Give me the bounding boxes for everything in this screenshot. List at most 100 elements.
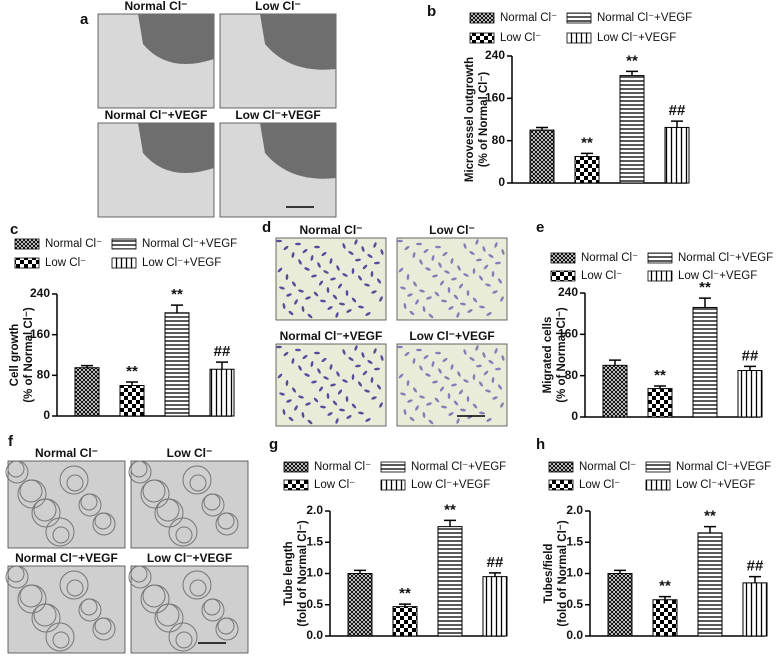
tube-ring [52, 526, 70, 544]
cell [498, 384, 502, 390]
tube-ring [175, 526, 193, 544]
cell [365, 418, 371, 422]
y-tick-label: 0 [43, 408, 50, 422]
tube-ring [17, 584, 47, 614]
cell [370, 271, 374, 277]
cell [450, 364, 454, 370]
tube-ring [66, 474, 84, 492]
legend-label: Normal Cl⁻ [581, 252, 638, 264]
cell [403, 409, 407, 415]
cell [425, 373, 431, 377]
significance-mark: ** [626, 52, 638, 69]
panel-letter: c [10, 221, 18, 238]
cell [403, 303, 407, 309]
cell [320, 299, 326, 303]
cell [311, 380, 317, 384]
legend-swatch [647, 270, 673, 282]
y-tick-label: 1.5 [566, 534, 583, 548]
panel-letter: a [80, 11, 89, 28]
bar-chart: Normal Cl⁻ Low Cl⁻ Normal Cl⁻+VEGF Low Cl⁻+… [542, 252, 773, 423]
cell [348, 357, 354, 361]
cell [442, 357, 448, 363]
legend-label: Low Cl⁻ [500, 32, 541, 44]
y-tick-label: 160 [485, 91, 505, 105]
legend-label: Normal Cl⁻ [579, 461, 636, 473]
cell [456, 418, 460, 424]
cell [279, 392, 285, 396]
cell [434, 397, 440, 403]
cell [412, 358, 416, 364]
cell [361, 352, 365, 358]
bar [664, 126, 690, 184]
cell [301, 306, 305, 312]
tube-ring [140, 479, 170, 509]
error-bar [171, 304, 183, 313]
y-axis-label: Tube length [283, 541, 295, 605]
cell [342, 379, 348, 383]
cell [373, 242, 377, 248]
cell [397, 239, 403, 243]
tube-ring [52, 631, 70, 649]
tube-ring [5, 565, 29, 589]
legend-swatch [111, 238, 137, 250]
error-bar [581, 152, 593, 157]
legend-swatch [548, 461, 574, 473]
cell [457, 371, 461, 377]
cell [362, 370, 368, 376]
y-tick-label: 0 [571, 409, 578, 423]
cell [294, 405, 298, 411]
cell [419, 395, 425, 399]
tissue [138, 123, 214, 173]
cell [404, 351, 410, 357]
cell [469, 251, 475, 255]
error-bar [354, 569, 366, 574]
image-label: Normal Cl⁻ [124, 0, 187, 13]
cell [310, 361, 314, 367]
cell [486, 418, 492, 422]
cell [483, 264, 489, 270]
legend-swatch [566, 32, 592, 44]
cell [492, 290, 498, 294]
cell [439, 386, 445, 392]
panel-letter: h [536, 436, 545, 453]
tube-ring [66, 579, 84, 597]
cell [294, 299, 298, 305]
cell [485, 283, 491, 287]
cell [362, 264, 368, 270]
cell [320, 405, 326, 409]
cell [438, 262, 442, 268]
cell [302, 248, 308, 254]
legend-swatch [380, 479, 406, 491]
cell [346, 309, 352, 313]
cell [295, 348, 301, 352]
cell [479, 411, 485, 415]
legend-label: Low Cl⁻ [581, 270, 622, 282]
legend-label: Low Cl⁻+VEGF [678, 270, 757, 282]
cell [501, 355, 505, 361]
image-label: Low Cl⁻ [255, 0, 301, 13]
cell [397, 345, 403, 349]
image-label: Low Cl⁻+VEGF [409, 329, 494, 343]
cell [286, 399, 292, 403]
significance-mark: ## [747, 558, 764, 575]
cell [466, 396, 470, 402]
tube-ring [45, 517, 75, 547]
cell [336, 265, 340, 271]
cell [330, 277, 336, 281]
cell [444, 270, 450, 274]
cell [282, 303, 286, 309]
cell [483, 370, 489, 376]
cell [355, 258, 361, 262]
cell [428, 419, 434, 425]
image-label: Normal Cl⁻ [299, 223, 362, 237]
cell [400, 286, 406, 290]
legend-swatch [645, 479, 671, 491]
cell [323, 376, 329, 380]
cell [415, 299, 419, 305]
error-bar [81, 364, 93, 368]
cell [354, 345, 358, 351]
cell [456, 312, 460, 318]
cell [476, 258, 482, 262]
cell [494, 242, 498, 248]
tube-ring [59, 570, 89, 600]
